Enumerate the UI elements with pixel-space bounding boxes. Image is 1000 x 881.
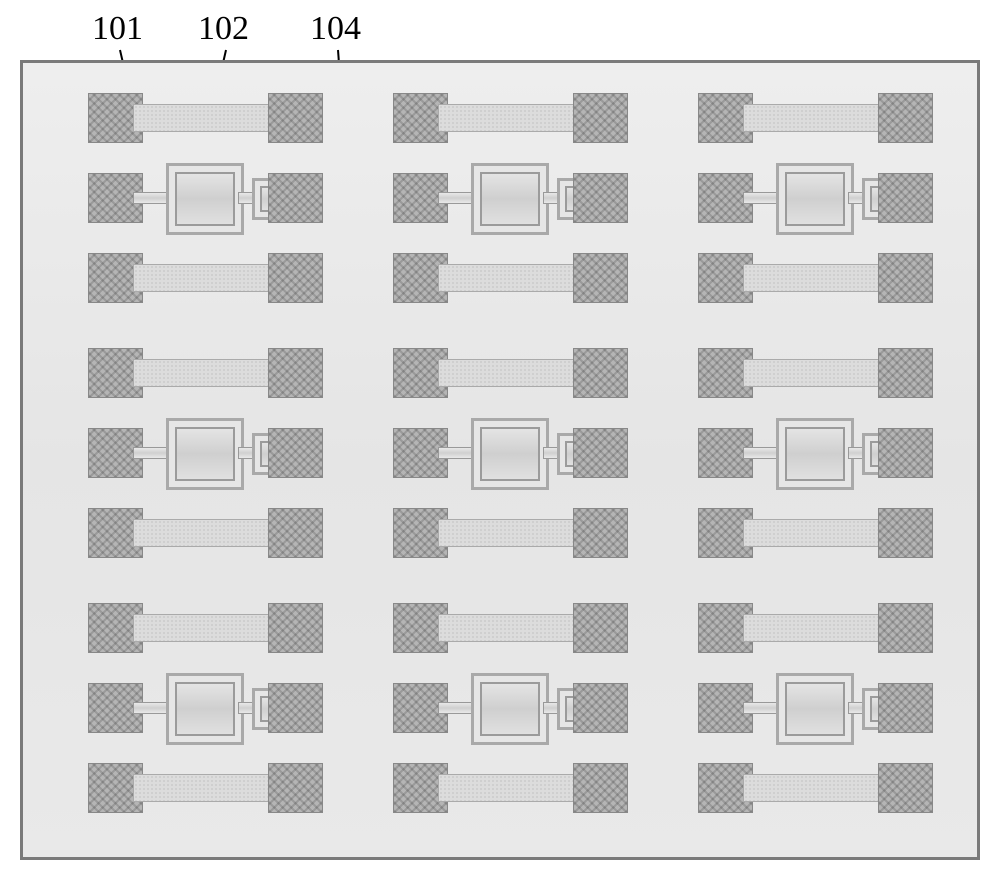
contact-pad — [573, 603, 628, 653]
contact-pad — [878, 93, 933, 143]
contact-pad — [268, 173, 323, 223]
device-unit — [88, 348, 348, 558]
bridge-bar — [438, 774, 583, 802]
contact-pad — [573, 683, 628, 733]
bridge-bar — [438, 519, 583, 547]
contact-pad — [878, 348, 933, 398]
bridge-bar — [438, 359, 583, 387]
chip-package — [776, 673, 854, 745]
contact-pad — [573, 173, 628, 223]
contact-pad — [268, 603, 323, 653]
chip-package — [776, 163, 854, 235]
chip-die — [175, 682, 235, 736]
device-unit — [88, 603, 348, 813]
bridge-bar — [438, 614, 583, 642]
bridge-bar — [133, 104, 278, 132]
chip-die — [480, 172, 540, 226]
chip-die — [785, 682, 845, 736]
contact-pad — [878, 763, 933, 813]
callout-101: 101 — [92, 10, 143, 48]
contact-pad — [878, 173, 933, 223]
bridge-bar — [133, 264, 278, 292]
bridge-bar — [743, 774, 888, 802]
bridge-bar — [133, 359, 278, 387]
contact-pad — [878, 428, 933, 478]
bridge-bar — [743, 359, 888, 387]
contact-pad — [878, 508, 933, 558]
device-unit — [698, 348, 958, 558]
device-unit — [88, 93, 348, 303]
contact-pad — [573, 253, 628, 303]
contact-pad — [573, 348, 628, 398]
chip-die — [785, 172, 845, 226]
contact-pad — [268, 253, 323, 303]
contact-pad — [573, 428, 628, 478]
bridge-bar — [133, 519, 278, 547]
chip-package — [166, 418, 244, 490]
chip-die — [785, 427, 845, 481]
chip-die — [480, 427, 540, 481]
bridge-bar — [438, 264, 583, 292]
device-unit — [393, 348, 653, 558]
substrate-panel — [20, 60, 980, 860]
callout-102: 102 — [198, 10, 249, 48]
bridge-bar — [438, 104, 583, 132]
contact-pad — [573, 763, 628, 813]
chip-die — [480, 682, 540, 736]
contact-pad — [268, 683, 323, 733]
chip-package — [166, 163, 244, 235]
chip-die — [175, 172, 235, 226]
chip-package — [471, 673, 549, 745]
bridge-bar — [133, 774, 278, 802]
contact-pad — [268, 763, 323, 813]
bridge-bar — [743, 519, 888, 547]
callout-104: 104 — [310, 10, 361, 48]
contact-pad — [878, 253, 933, 303]
device-unit — [393, 93, 653, 303]
device-unit — [698, 603, 958, 813]
bridge-bar — [743, 614, 888, 642]
contact-pad — [878, 603, 933, 653]
contact-pad — [268, 508, 323, 558]
contact-pad — [878, 683, 933, 733]
contact-pad — [268, 428, 323, 478]
contact-pad — [573, 93, 628, 143]
chip-die — [175, 427, 235, 481]
chip-package — [471, 163, 549, 235]
bridge-bar — [743, 104, 888, 132]
bridge-bar — [133, 614, 278, 642]
chip-package — [776, 418, 854, 490]
device-unit — [393, 603, 653, 813]
device-unit — [698, 93, 958, 303]
bridge-bar — [743, 264, 888, 292]
contact-pad — [268, 93, 323, 143]
chip-package — [166, 673, 244, 745]
chip-package — [471, 418, 549, 490]
contact-pad — [573, 508, 628, 558]
contact-pad — [268, 348, 323, 398]
